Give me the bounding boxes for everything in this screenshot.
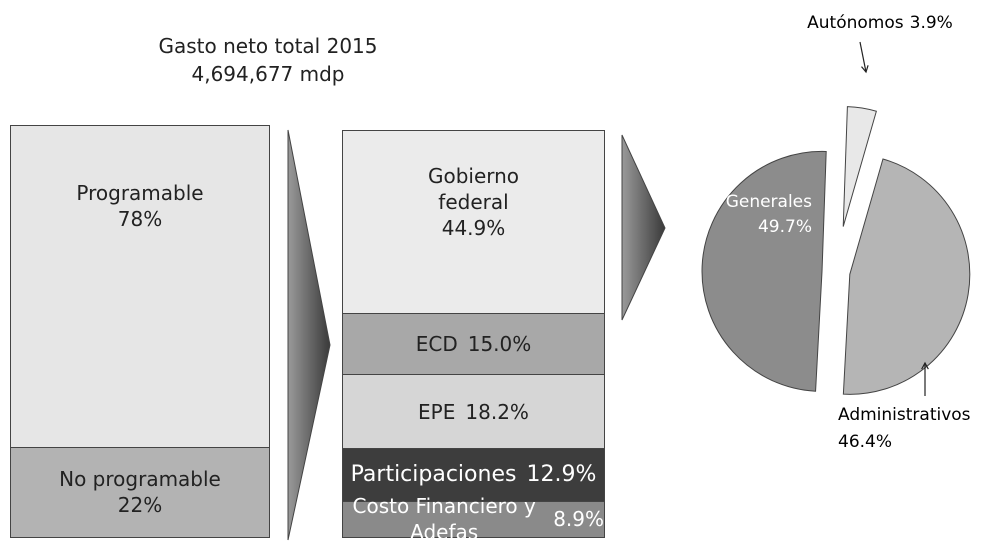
segment-label: Participaciones (350, 462, 517, 488)
flow-arrow (287, 129, 331, 541)
segment-label: Programable (76, 181, 204, 205)
label-arrow (859, 41, 867, 73)
segment-label: Costo Financiero y Adefas (352, 494, 536, 545)
pie-slice (701, 150, 827, 392)
chart-subtitle: 4,694,677 mdp (191, 62, 345, 86)
arrow-head (861, 65, 869, 74)
value-label: 78% (117, 207, 163, 231)
value-label: 12.9% (526, 462, 597, 488)
pie-slice (842, 158, 971, 395)
value-label: 49.7% (758, 217, 812, 237)
category-label: Generales (726, 192, 812, 212)
value-label: 46.4% (838, 432, 892, 452)
segment-label: No programable (59, 467, 221, 492)
bar-segment: Gobierno federal 44.9% (343, 131, 604, 314)
stacked-bar: Gobierno federal 44.9% ECD 15.0% EPE 18.2% Par… (342, 130, 605, 544)
value-label: 15.0% (467, 332, 532, 357)
bar-segment: Costo Financiero y Adefas 8.9% (343, 494, 604, 544)
bar-segment: ECD 15.0% (343, 313, 604, 375)
stacked-bar: Programable 78% No programable 22% (10, 125, 270, 538)
category-label: Autónomos (807, 13, 904, 33)
flow-arrow (621, 134, 666, 321)
pie-slice (842, 106, 877, 227)
segment-label: ECD (415, 332, 458, 357)
value-label: 22% (117, 493, 163, 518)
chart-title: Gasto neto total 2015 (158, 34, 378, 58)
segment-label: EPE (418, 399, 456, 424)
category-label: Administrativos (838, 405, 971, 425)
bar-segment: No programable 22% (11, 446, 269, 537)
bar-segment: Participaciones 12.9% (343, 448, 604, 501)
value-label: 18.2% (465, 399, 529, 424)
bar-segment: Programable 78% (11, 126, 269, 447)
segment-label: Gobierno federal (427, 164, 520, 214)
value-label: 3.9% (910, 13, 953, 33)
value-label: 8.9% (553, 507, 604, 532)
value-label: 44.9% (441, 216, 506, 240)
pie-label: Autónomos 3.9% (807, 13, 953, 33)
arrow-head (921, 361, 929, 370)
bar-segment: EPE 18.2% (343, 374, 604, 449)
